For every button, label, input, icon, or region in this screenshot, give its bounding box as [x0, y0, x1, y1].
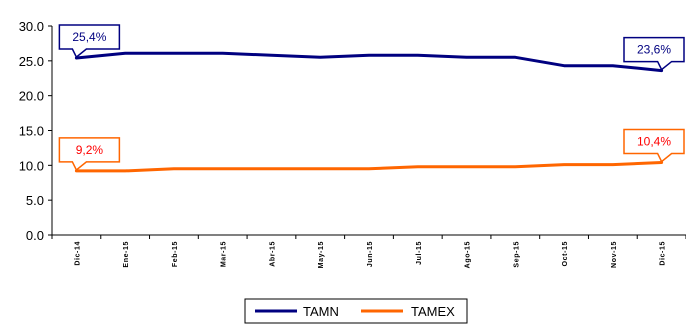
- x-tick-label: Nov-15: [611, 241, 618, 268]
- x-tick-label: Dic-14: [74, 241, 81, 266]
- callout-label: 25,4%: [72, 30, 106, 44]
- data-point-tamex: [368, 167, 371, 170]
- y-tick-label: 15.0: [19, 124, 44, 139]
- data-point-tamex: [221, 167, 224, 170]
- x-tick-label: Feb-15: [172, 241, 179, 267]
- y-tick-label: 0.0: [26, 228, 44, 243]
- callout-box: [58, 137, 121, 172]
- chart-legend: TAMN TAMEX: [244, 298, 468, 324]
- x-tick-label: Mar-15: [221, 241, 228, 267]
- series-line-tamex: [74, 161, 664, 173]
- series-line-tamn: [74, 51, 664, 73]
- data-point-tamn: [514, 56, 517, 59]
- data-point-tamex: [514, 165, 517, 168]
- x-tick-label: Jul-15: [416, 241, 423, 265]
- y-tick-label: 20.0: [19, 89, 44, 104]
- callout-label: 10,4%: [637, 135, 671, 149]
- data-point-tamn: [465, 56, 468, 59]
- value-callout: 23,6%: [623, 36, 685, 71]
- data-point-tamn: [416, 54, 419, 57]
- x-tick-label: Jun-15: [367, 241, 374, 267]
- series-layer: [74, 51, 664, 173]
- callout-layer: 25,4% 23,6% 9,2% 10,4%: [58, 24, 685, 172]
- legend-label-tamn: TAMN: [303, 304, 339, 319]
- value-callout: 10,4%: [623, 128, 685, 163]
- data-point-tamex: [319, 167, 322, 170]
- data-point-tamex: [465, 165, 468, 168]
- data-point-tamex: [172, 167, 175, 170]
- data-point-tamex: [563, 163, 566, 166]
- x-tick-label: Ago-15: [465, 241, 472, 268]
- y-tick-label: 10.0: [19, 158, 44, 173]
- callout-label: 23,6%: [637, 43, 671, 57]
- data-point-tamn: [368, 54, 371, 57]
- callout-box: [623, 36, 685, 71]
- x-tick-label: Ene-15: [123, 241, 130, 268]
- value-callout: 9,2%: [58, 137, 121, 172]
- callout-box: [623, 128, 685, 163]
- data-point-tamex: [611, 163, 614, 166]
- data-point-tamn: [319, 56, 322, 59]
- x-tick-label: Dic-15: [660, 241, 667, 266]
- data-point-tamex: [416, 165, 419, 168]
- y-tick-label: 25.0: [19, 54, 44, 69]
- y-tick-label: 30.0: [19, 19, 44, 34]
- data-point-tamn: [611, 64, 614, 67]
- data-point-tamn: [270, 54, 273, 57]
- x-tick-label: Oct-15: [562, 241, 569, 266]
- data-point-tamex: [124, 169, 127, 172]
- chart-axes: 0.0 5.0 10.0 15.0 20.0 25.0 30.0 Dic-14 Ene-15 Fe…: [19, 19, 686, 268]
- y-tick-label: 5.0: [26, 193, 44, 208]
- data-point-tamn: [221, 52, 224, 55]
- x-tick-label: Sep-15: [513, 241, 520, 268]
- data-point-tamn: [563, 64, 566, 67]
- legend-label-tamex: TAMEX: [411, 304, 455, 319]
- data-point-tamn: [172, 52, 175, 55]
- x-tick-label: Abr-15: [269, 241, 276, 267]
- data-point-tamex: [270, 167, 273, 170]
- callout-label: 9,2%: [76, 143, 104, 157]
- x-tick-label: May-15: [318, 241, 325, 268]
- callout-box: [58, 24, 121, 59]
- data-point-tamn: [124, 52, 127, 55]
- value-callout: 25,4%: [58, 24, 121, 59]
